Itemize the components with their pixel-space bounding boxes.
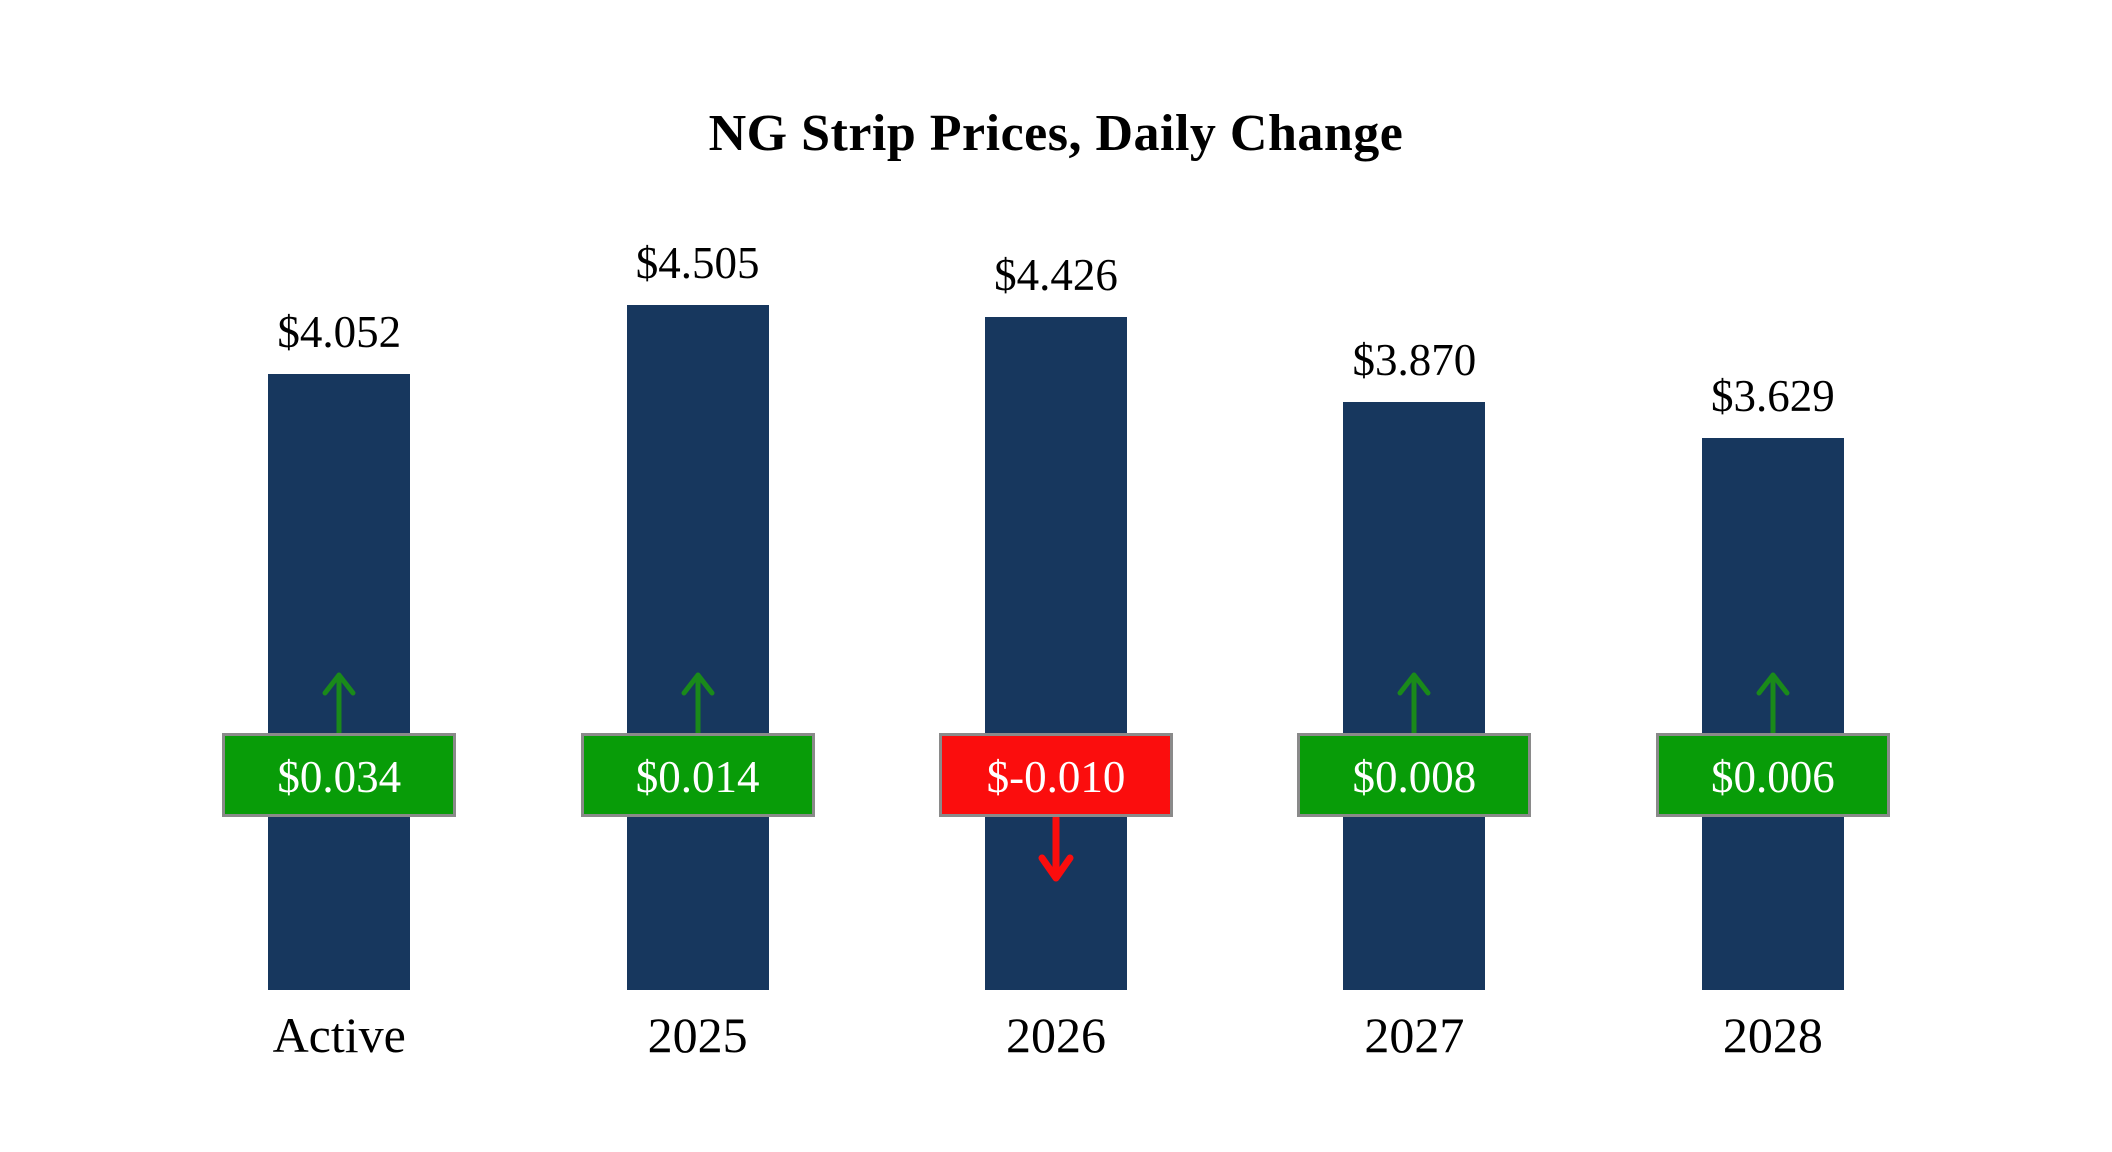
bar-value-label: $3.870 bbox=[1352, 335, 1477, 385]
bar-column: $4.052 $0.034 Active bbox=[160, 0, 518, 1152]
change-badge: $0.006 bbox=[1655, 733, 1890, 817]
bar-column: $4.505 $0.014 2025 bbox=[518, 0, 876, 1152]
category-label: 2026 bbox=[1006, 1007, 1107, 1063]
bar-column: $3.629 $0.006 2028 bbox=[1594, 0, 1952, 1152]
category-label: 2025 bbox=[647, 1007, 748, 1063]
up-arrow-icon bbox=[1751, 671, 1795, 736]
down-arrow-icon bbox=[1032, 814, 1080, 882]
bar-value-label: $3.629 bbox=[1710, 371, 1835, 421]
change-badge: $0.034 bbox=[222, 733, 457, 817]
bar bbox=[626, 305, 769, 990]
change-badge: $0.014 bbox=[580, 733, 815, 817]
change-badge: $-0.010 bbox=[939, 733, 1174, 817]
bar-chart: $4.052 $0.034 Active $4.505 $0.014 2025 $4.426… bbox=[160, 0, 1952, 1152]
bar bbox=[985, 317, 1128, 990]
bar-value-label: $4.426 bbox=[994, 250, 1118, 300]
bar-column: $4.426 $-0.010 2026 bbox=[877, 0, 1235, 1152]
up-arrow-icon bbox=[317, 671, 361, 736]
bar-column: $3.870 $0.008 2027 bbox=[1235, 0, 1593, 1152]
category-label: 2027 bbox=[1364, 1007, 1465, 1063]
up-arrow-icon bbox=[1392, 671, 1436, 736]
bar-value-label: $4.505 bbox=[635, 238, 760, 288]
chart-title: NG Strip Prices, Daily Change bbox=[708, 105, 1404, 162]
up-arrow-icon bbox=[676, 671, 720, 736]
bar-value-label: $4.052 bbox=[277, 307, 402, 357]
category-label: Active bbox=[272, 1007, 406, 1063]
category-label: 2028 bbox=[1722, 1007, 1823, 1063]
change-badge: $0.008 bbox=[1297, 733, 1532, 817]
